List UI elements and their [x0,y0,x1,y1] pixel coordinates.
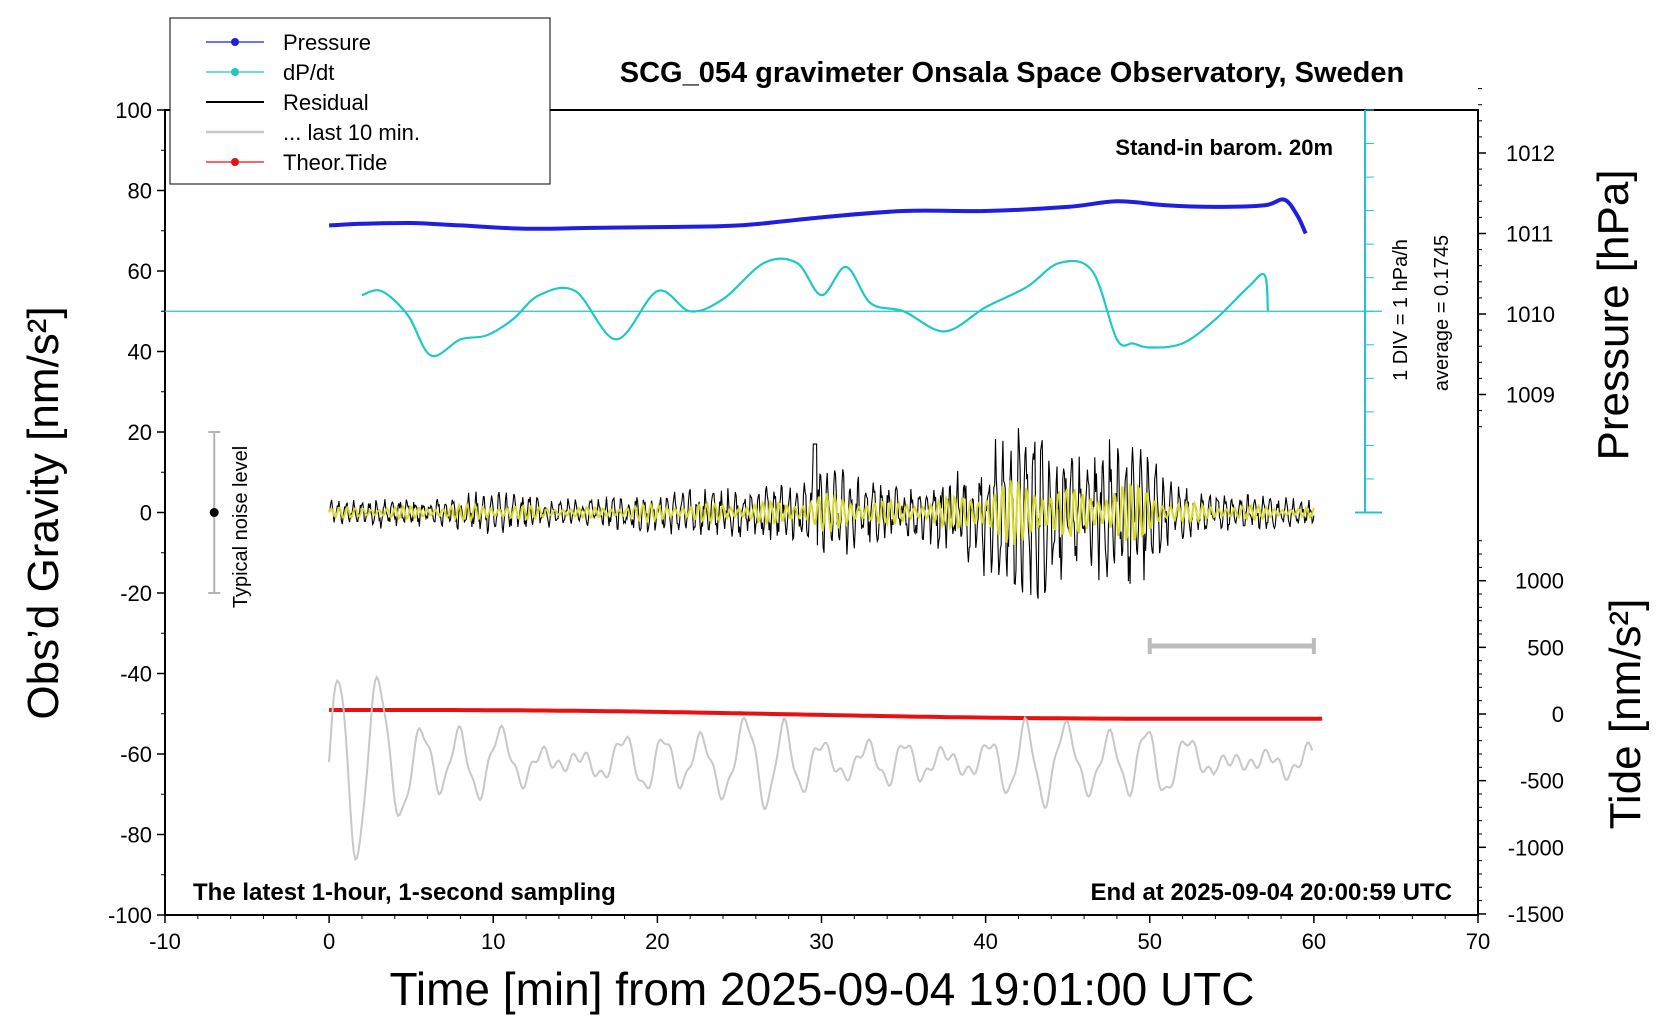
y-tick-label-left: 20 [128,420,152,445]
end-note: End at 2025-09-04 20:00:59 UTC [1091,879,1453,906]
tide-tick-label: 500 [1527,635,1564,660]
x-tick-label: 20 [645,929,669,954]
x-tick-label: 50 [1138,929,1162,954]
pressure-tick-label: 1012 [1506,141,1555,166]
x-tick-label: 60 [1302,929,1326,954]
ten-minute-bar [1147,638,1316,654]
tide-tick-label: -1000 [1508,835,1564,860]
x-tick-label: 0 [323,929,335,954]
legend-label: Pressure [283,30,371,55]
noise-level-marker [208,431,221,594]
theor-tide-line [329,708,1323,721]
axis-ticks [157,88,1486,923]
y-tick-label-left: -40 [120,662,152,687]
x-tick-label: 10 [481,929,505,954]
dpdt-scale-bar [165,109,1382,514]
scale-div-note: 1 DIV = 1 hPa/h [1390,239,1412,381]
pressure-line [329,197,1308,235]
latest-note: The latest 1-hour, 1-second sampling [193,879,616,906]
x-axis-title: Time [min] from 2025-09-04 19:01:00 UTC [390,963,1255,1015]
tide-tick-label: 0 [1552,702,1564,727]
legend-label: Residual [283,90,369,115]
last-10-min-line [328,674,1314,861]
tide-tick-label: -500 [1520,769,1564,794]
residual-line [328,428,1315,599]
tide-tick-label: -1500 [1508,902,1564,927]
noise-dot [209,508,219,517]
pressure-tick-label: 1009 [1506,383,1555,408]
y-axis-title-pressure: Pressure [hPa] [1589,169,1638,460]
y-tick-labels-pressure: 1012 1011 1010 1009 [1506,141,1555,408]
y-tick-label-left: -20 [120,581,152,606]
x-tick-label: 30 [809,929,833,954]
residual-filtered-line [328,480,1315,545]
y-tick-label-left: -60 [120,742,152,767]
x-tick-label: -10 [149,929,181,954]
tide-tick-label: 1000 [1515,569,1564,594]
series-layer [328,197,1323,861]
y-axis-title-tide: Tide [nm/s²] [1601,599,1650,830]
y-tick-label-left: 100 [115,98,152,123]
legend-swatch-dot [231,38,239,46]
legend-label: Theor.Tide [283,150,387,175]
dpdt-line [361,257,1269,358]
x-tick-label: 70 [1466,929,1490,954]
y-tick-labels-tide: 1000 500 0 -500 -1000 -1500 [1508,569,1564,927]
chart-title: SCG_054 gravimeter Onsala Space Observat… [620,57,1404,89]
y-tick-label-left: 40 [128,340,152,365]
pressure-tick-label: 1010 [1506,302,1555,327]
average-note: average = 0.1745 [1431,235,1453,391]
barometer-note: Stand-in barom. 20m [1115,135,1333,160]
y-tick-label-left: 60 [128,259,152,284]
y-axis-title-left: Obs’d Gravity [nm/s²] [19,306,68,719]
y-tick-label-left: 0 [140,501,152,526]
y-tick-label-left: -100 [108,903,152,928]
legend-label: dP/dt [283,60,334,85]
x-tick-labels: -10 0 10 20 30 40 50 60 70 [149,929,1490,954]
y-tick-label-left: -80 [120,823,152,848]
legend-swatch-dot [231,158,239,166]
pressure-tick-label: 1011 [1506,222,1553,247]
legend: Pressure dP/dt Residual ... last 10 min. The… [169,17,551,185]
x-tick-label: 40 [973,929,997,954]
y-tick-label-left: 80 [128,179,152,204]
y-tick-labels-left: 100 80 60 40 20 0 -20 -40 -60 -80 -100 [108,98,152,928]
legend-swatch-dot [231,68,239,76]
noise-note: Typical noise level [230,446,252,608]
legend-label: ... last 10 min. [283,120,420,145]
